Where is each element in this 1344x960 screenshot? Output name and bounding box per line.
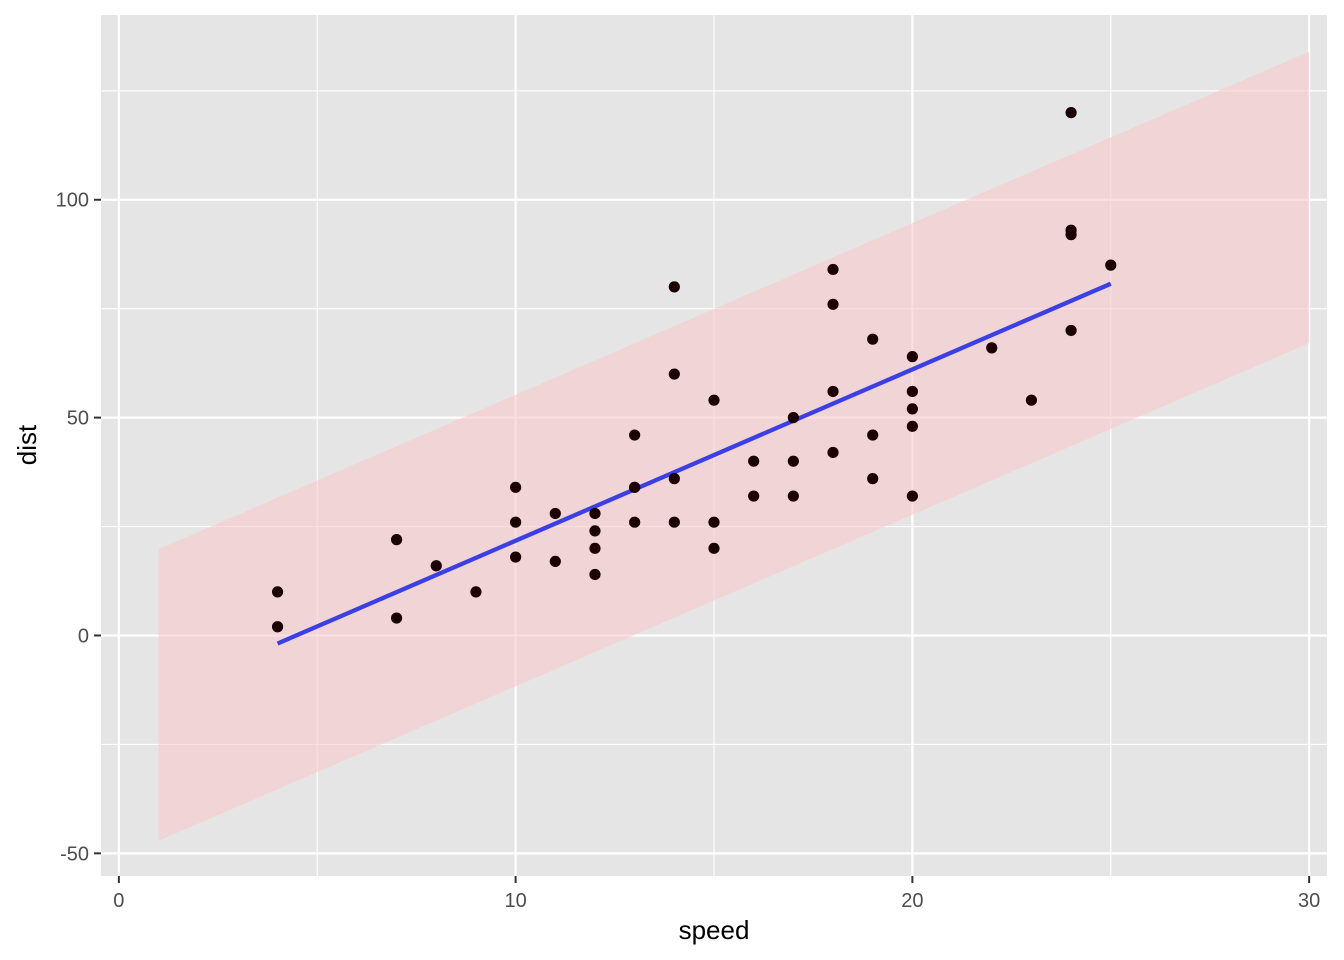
data-point [510, 516, 522, 528]
data-point [827, 263, 839, 276]
data-point [430, 560, 442, 572]
data-point [748, 490, 760, 502]
y-tick-label: 0 [78, 625, 89, 647]
data-point [748, 455, 760, 467]
data-point [1105, 259, 1117, 271]
data-point [1065, 107, 1077, 119]
data-point [390, 534, 403, 546]
data-point [470, 586, 482, 598]
x-tick-label: 0 [113, 890, 124, 912]
data-point [549, 507, 561, 520]
data-point [589, 542, 601, 554]
data-point [1065, 324, 1077, 337]
data-point [708, 516, 720, 528]
data-point [787, 490, 799, 502]
data-point [510, 481, 522, 493]
data-point [906, 385, 918, 398]
data-point [787, 412, 799, 424]
data-point [827, 385, 839, 398]
data-point [867, 473, 879, 485]
data-point [827, 298, 839, 310]
y-tick-label: -50 [60, 843, 89, 865]
x-tick-label: 10 [504, 890, 526, 912]
data-point [510, 551, 522, 563]
data-point [1025, 394, 1038, 406]
data-points [271, 107, 1117, 633]
data-point [1065, 224, 1077, 236]
data-point [629, 429, 641, 441]
data-point [668, 473, 680, 485]
data-point [589, 507, 601, 520]
data-point [906, 420, 918, 432]
data-point [271, 586, 284, 598]
y-axis-title: dist [12, 424, 42, 465]
y-tick-label: 50 [67, 408, 89, 430]
data-point [906, 403, 918, 415]
data-point [549, 555, 561, 568]
data-point [271, 621, 284, 633]
fit-line [276, 281, 1112, 646]
data-point [708, 394, 720, 406]
data-point [787, 455, 799, 467]
x-axis-title: speed [679, 915, 750, 945]
data-point [668, 368, 680, 380]
data-point [867, 333, 879, 345]
data-point [867, 429, 879, 441]
y-axis: -50 0 50 100 [56, 190, 101, 865]
data-point [906, 351, 918, 363]
data-point [708, 542, 720, 554]
x-tick-label: 30 [1298, 890, 1320, 912]
data-point [390, 612, 403, 624]
data-point [668, 516, 680, 528]
data-point [589, 525, 601, 537]
data-point [827, 446, 839, 459]
x-tick-label: 20 [901, 890, 923, 912]
data-point [986, 342, 998, 354]
data-point [629, 516, 641, 528]
y-tick-label: 100 [56, 190, 89, 212]
data-point [629, 481, 641, 493]
x-axis: 0 10 20 30 [113, 876, 1320, 912]
data-point [906, 490, 918, 502]
data-point [589, 568, 601, 581]
data-point [668, 281, 680, 293]
